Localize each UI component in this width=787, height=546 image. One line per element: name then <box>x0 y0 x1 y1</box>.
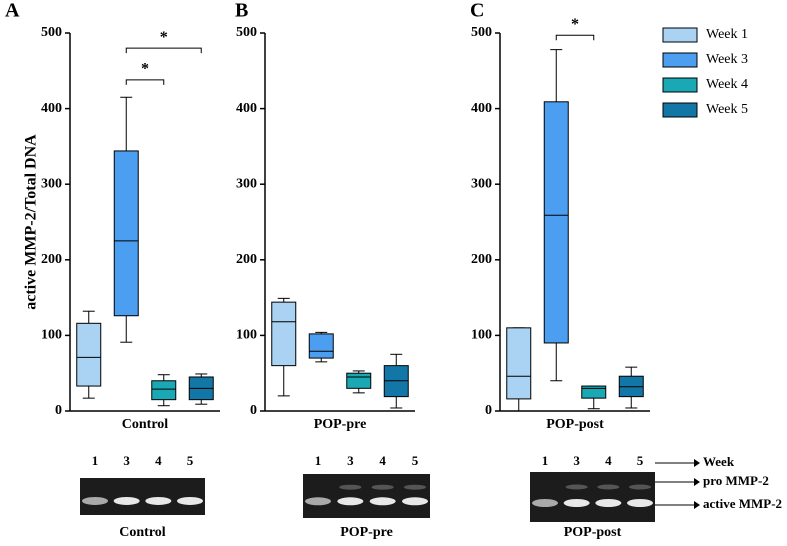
x-axis-label: POP-post <box>546 417 604 432</box>
lane-label: 1 <box>315 453 322 468</box>
y-axis-label: active MMP-2/Total DNA <box>23 134 40 310</box>
gel-band <box>305 497 331 506</box>
gel-band <box>177 496 203 505</box>
significance-bracket <box>555 34 595 41</box>
box <box>543 101 569 344</box>
gel-caption: POP-post <box>564 525 622 540</box>
y-tick-label: 100 <box>236 328 257 343</box>
significance-bracket <box>125 47 202 54</box>
y-tick-label: 500 <box>236 25 257 40</box>
gel-side-label: Week <box>703 454 735 469</box>
gel-side-label: pro MMP-2 <box>703 473 769 488</box>
gel-image <box>530 472 655 522</box>
gel-band-faint <box>629 484 651 490</box>
y-tick-label: 0 <box>55 403 62 418</box>
arrow-head <box>694 478 700 486</box>
gel-band <box>627 499 653 507</box>
legend-label: Week 4 <box>706 77 748 92</box>
legend-swatch <box>662 52 698 68</box>
lane-label: 5 <box>412 453 419 468</box>
significance-bracket <box>125 79 165 85</box>
gel-band <box>337 497 364 506</box>
y-tick-label: 500 <box>471 25 492 40</box>
gel-band <box>532 499 558 507</box>
y-tick-label: 100 <box>471 328 492 343</box>
legend-swatch <box>662 102 698 118</box>
gel-band-faint <box>371 484 394 490</box>
x-axis-label: POP-pre <box>314 417 367 432</box>
y-tick-label: 200 <box>471 252 492 267</box>
y-tick-label: 200 <box>41 252 62 267</box>
significance-label: * <box>571 16 579 33</box>
gel-image <box>80 478 205 515</box>
legend-label: Week 1 <box>706 27 748 42</box>
lane-label: 3 <box>347 453 354 468</box>
lane-label: 4 <box>605 453 612 468</box>
lane-label: 3 <box>123 453 130 468</box>
gel-band <box>563 499 590 507</box>
box <box>308 333 334 359</box>
y-tick-label: 400 <box>236 101 257 116</box>
lane-label: 4 <box>379 453 386 468</box>
arrow-head <box>694 459 700 467</box>
gel-band <box>402 497 428 506</box>
box <box>346 372 372 389</box>
panel-letter: B <box>235 0 248 22</box>
box <box>76 322 102 387</box>
legend-swatch <box>662 27 698 43</box>
box <box>506 327 532 400</box>
panel-letter: A <box>5 0 20 22</box>
x-axis-label: Control <box>122 417 169 432</box>
lane-label: 5 <box>637 453 644 468</box>
box <box>151 380 177 401</box>
gel-band-faint <box>565 484 588 490</box>
panel-letter: C <box>470 0 484 22</box>
y-tick-label: 300 <box>236 176 257 191</box>
legend-swatch <box>662 77 698 93</box>
y-tick-label: 0 <box>250 403 257 418</box>
significance-label: * <box>141 61 149 78</box>
gel-caption: Control <box>119 525 166 540</box>
lane-label: 5 <box>187 453 194 468</box>
gel-band-faint <box>339 484 362 490</box>
gel-side-label: active MMP-2 <box>703 496 782 511</box>
y-tick-label: 400 <box>41 101 62 116</box>
y-tick-label: 500 <box>41 25 62 40</box>
gel-band <box>369 497 396 506</box>
legend-label: Week 5 <box>706 102 748 117</box>
y-tick-label: 300 <box>41 176 62 191</box>
legend-label: Week 3 <box>706 52 748 67</box>
box <box>113 150 139 317</box>
gel-band <box>595 499 622 507</box>
gel-band-faint <box>404 484 426 490</box>
y-tick-label: 300 <box>471 176 492 191</box>
lane-label: 4 <box>155 453 162 468</box>
gel-band <box>113 496 140 505</box>
lane-label: 3 <box>573 453 580 468</box>
gel-band <box>145 496 172 505</box>
y-tick-label: 100 <box>41 328 62 343</box>
gel-band-faint <box>597 484 620 490</box>
gel-image <box>303 474 430 518</box>
y-tick-label: 400 <box>471 101 492 116</box>
arrow-head <box>694 501 700 509</box>
significance-label: * <box>160 29 168 46</box>
box <box>581 385 607 399</box>
gel-band <box>82 496 108 505</box>
gel-caption: POP-pre <box>340 525 393 540</box>
box <box>271 301 297 367</box>
y-tick-label: 0 <box>485 403 492 418</box>
y-tick-label: 200 <box>236 252 257 267</box>
lane-label: 1 <box>92 453 99 468</box>
lane-label: 1 <box>542 453 549 468</box>
